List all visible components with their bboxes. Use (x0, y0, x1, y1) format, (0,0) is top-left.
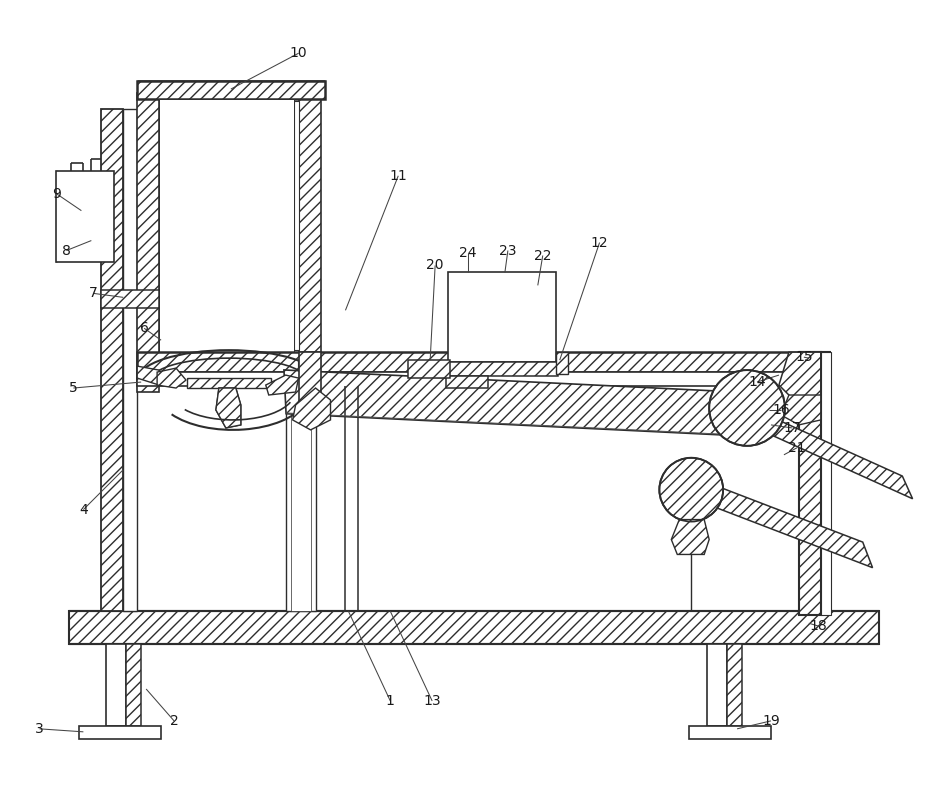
Text: 11: 11 (390, 169, 408, 183)
Text: 15: 15 (795, 350, 812, 364)
Text: 19: 19 (762, 714, 780, 728)
Bar (102, 290, 159, 308)
Text: 23: 23 (499, 244, 517, 257)
Circle shape (710, 370, 785, 446)
Polygon shape (678, 471, 872, 567)
Bar (126, 644, 142, 726)
Bar (159, 99, 294, 366)
Text: 13: 13 (424, 694, 441, 708)
Text: 4: 4 (79, 503, 87, 516)
Text: 17: 17 (783, 421, 801, 435)
Bar (69, 611, 879, 644)
Bar (124, 109, 137, 611)
Circle shape (659, 457, 723, 521)
Bar (137, 372, 819, 386)
Text: 9: 9 (52, 186, 61, 201)
Text: 12: 12 (591, 236, 608, 249)
Bar (799, 352, 821, 615)
Text: 1: 1 (386, 694, 395, 708)
Polygon shape (284, 370, 757, 437)
Polygon shape (293, 388, 331, 430)
Text: 21: 21 (788, 441, 806, 455)
Bar (286, 388, 315, 611)
Bar (137, 352, 819, 372)
Bar (102, 109, 124, 611)
Polygon shape (137, 366, 159, 385)
Polygon shape (216, 388, 240, 428)
Bar (137, 81, 325, 99)
Bar (298, 352, 320, 406)
Bar (56, 171, 114, 262)
Text: 3: 3 (35, 722, 44, 736)
Polygon shape (216, 388, 240, 428)
Text: 6: 6 (140, 321, 148, 336)
Bar (707, 644, 727, 726)
Bar (137, 93, 159, 392)
Bar (727, 644, 742, 726)
Text: 18: 18 (810, 619, 827, 633)
Bar (448, 273, 556, 362)
Text: 2: 2 (170, 714, 179, 728)
Polygon shape (157, 368, 186, 388)
Bar (408, 360, 450, 378)
Polygon shape (781, 395, 821, 425)
Polygon shape (187, 378, 271, 388)
Bar (80, 726, 162, 739)
Polygon shape (298, 354, 320, 370)
Polygon shape (779, 352, 821, 405)
Text: 16: 16 (772, 403, 789, 417)
Bar (291, 388, 311, 611)
Text: 5: 5 (69, 381, 78, 395)
Bar (690, 726, 771, 739)
Text: 22: 22 (534, 249, 552, 262)
Bar (294, 101, 298, 350)
Text: 8: 8 (62, 244, 71, 257)
Text: 20: 20 (427, 258, 444, 273)
Bar (821, 352, 830, 615)
Polygon shape (748, 406, 913, 499)
Text: 10: 10 (290, 46, 308, 61)
Polygon shape (672, 520, 710, 555)
Bar (159, 101, 164, 365)
Text: 7: 7 (89, 286, 98, 300)
Bar (106, 644, 126, 726)
Bar (298, 93, 320, 357)
Polygon shape (266, 375, 298, 395)
Bar (556, 352, 568, 374)
Text: 24: 24 (459, 245, 477, 260)
Bar (446, 362, 558, 376)
Text: 14: 14 (749, 375, 766, 389)
Bar (446, 376, 488, 388)
